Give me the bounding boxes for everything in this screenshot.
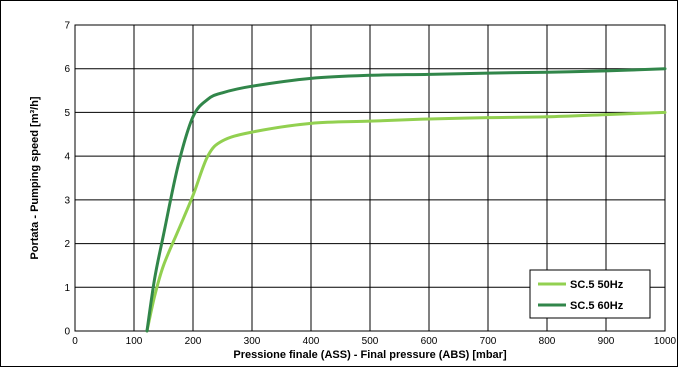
y-tick-label: 6: [64, 64, 70, 75]
legend-label: SC.5 50Hz: [570, 279, 624, 291]
x-tick-label: 600: [421, 336, 438, 347]
x-tick-label: 700: [480, 336, 497, 347]
y-tick-label: 3: [64, 195, 70, 206]
y-tick-labels: 0 1 2 3 4 5 6 7: [64, 21, 70, 338]
y-tick-label: 0: [64, 327, 70, 338]
y-tick-label: 4: [64, 152, 70, 163]
legend: SC.5 50Hz SC.5 60Hz: [529, 269, 651, 319]
x-tick-label: 1000: [654, 336, 677, 347]
x-tick-label: 0: [72, 336, 78, 347]
legend-box: [529, 269, 651, 319]
x-tick-label: 300: [244, 336, 261, 347]
series-group: [145, 67, 667, 333]
y-tick-label: 7: [64, 21, 70, 32]
x-axis-title: Pressione finale (ASS) - Final pressure …: [233, 349, 507, 361]
x-tick-labels: 0 100 200 300 400 500 600 700 800 900 1000: [72, 336, 676, 347]
series-line-60hz: [145, 67, 667, 333]
x-tick-label: 200: [185, 336, 202, 347]
y-tick-label: 2: [64, 239, 70, 250]
series-line-50hz: [145, 110, 667, 333]
x-tick-label: 100: [126, 336, 143, 347]
x-tick-label: 900: [598, 336, 615, 347]
legend-label: SC.5 60Hz: [570, 300, 624, 312]
x-tick-label: 500: [362, 336, 379, 347]
x-tick-label: 800: [539, 336, 556, 347]
y-tick-label: 5: [64, 108, 70, 119]
y-tick-label: 1: [64, 283, 70, 294]
y-axis-title: Portata - Pumping speed [m³/h]: [29, 96, 41, 260]
x-tick-label: 400: [303, 336, 320, 347]
plot-border: [74, 24, 666, 332]
